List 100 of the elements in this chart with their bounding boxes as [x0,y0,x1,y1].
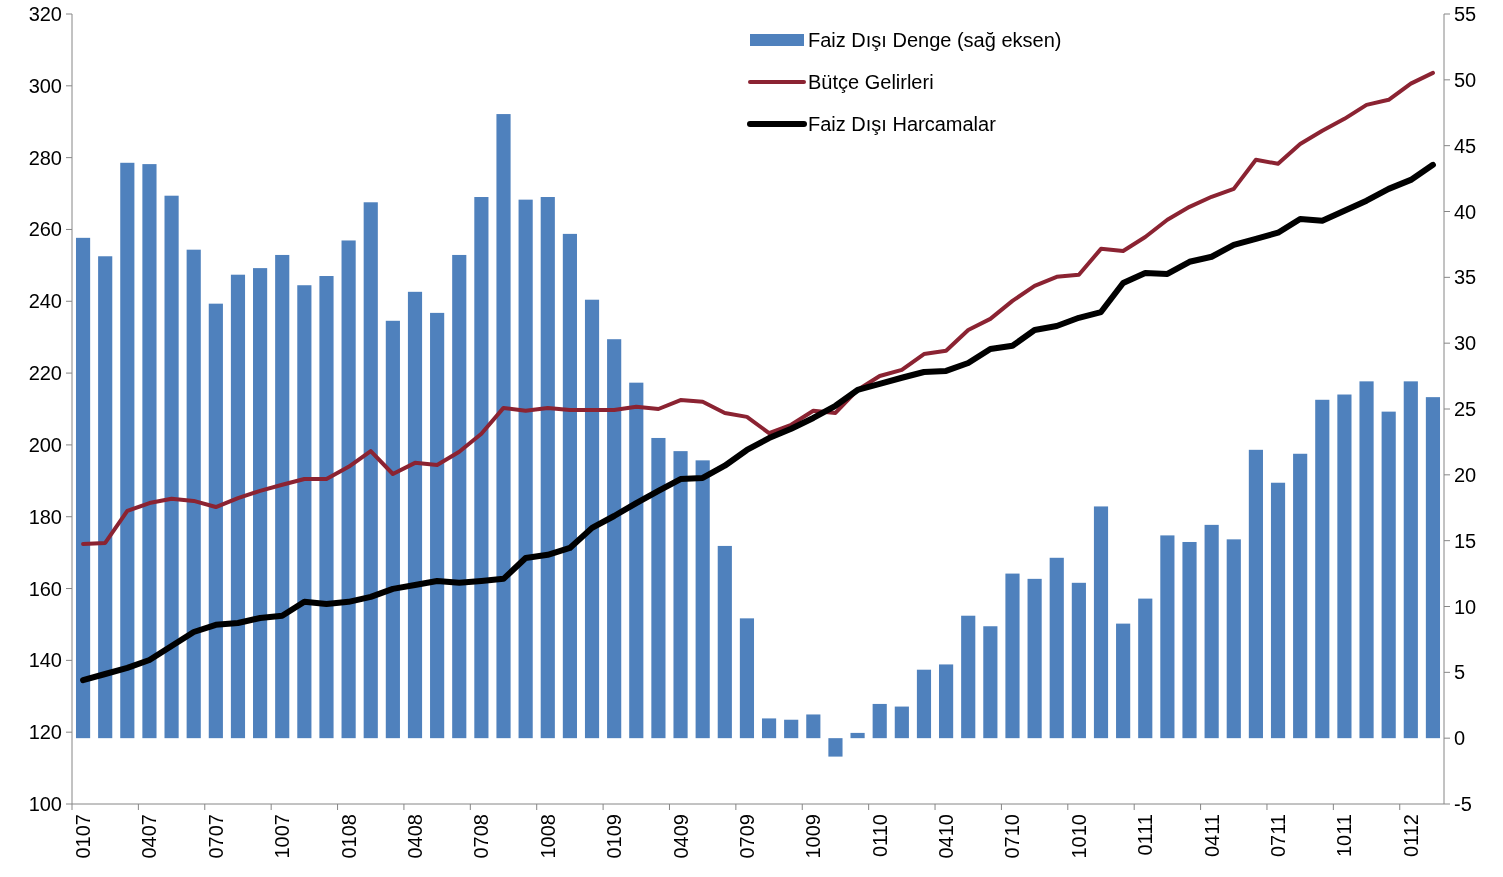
x-tick-label: 0409 [669,814,692,859]
legend-label: Faiz Dışı Denge (sağ eksen) [808,29,1062,51]
bar [496,114,511,739]
bar [1204,524,1219,739]
y2-tick-label: 55 [1454,3,1477,25]
bar [1293,453,1308,739]
bar [739,618,755,739]
y2-tick-label: 40 [1454,200,1477,223]
x-tick-label: 0108 [337,814,360,859]
y-tick-label: 100 [28,793,62,815]
y2-tick-label: 10 [1454,595,1477,618]
y2-tick-label: 20 [1454,463,1477,486]
y2-tick-label: 50 [1454,68,1477,91]
bar [983,626,998,739]
y2-tick-label: 30 [1454,332,1477,355]
y2-tick-label: 45 [1454,134,1477,157]
bar [961,615,976,739]
bar [916,669,932,739]
bar [894,706,909,739]
x-tick-label: 0407 [138,814,161,859]
bar [1403,381,1418,739]
bar [540,197,555,739]
bar [430,312,445,739]
bar [341,240,356,739]
bar [1337,394,1352,739]
bar [385,320,400,739]
bar [872,703,887,739]
bar [1381,411,1396,739]
bar [629,382,644,739]
x-tick-label: 0107 [72,814,95,859]
y-tick-label: 240 [28,290,62,313]
bar [1182,541,1197,739]
bar [806,714,821,739]
x-tick-label: 1010 [1067,814,1090,859]
x-tick-label: 0111 [1134,814,1157,856]
bar [1093,506,1109,739]
y-tick-label: 140 [28,649,62,672]
x-tick-label: 1009 [802,814,825,859]
x-tick-label: 0710 [1001,814,1024,859]
bar [518,199,533,739]
bar [607,339,622,739]
y2-tick-label: 0 [1454,727,1466,750]
bar [142,164,157,739]
y2-tick-label: 35 [1454,266,1477,289]
x-tick-label: 0711 [1267,814,1290,858]
x-tick-label: 0110 [868,814,891,858]
bar [562,233,577,739]
x-tick-label: 0411 [1200,814,1223,858]
y2-tick-label: 15 [1454,529,1477,552]
bar [673,451,688,739]
bar [1116,623,1131,739]
y2-tick-label: 25 [1454,398,1477,420]
bar [850,732,865,739]
bar [717,545,732,739]
x-tick-label: 0709 [735,814,758,859]
bar [1248,449,1263,739]
x-tick-label: 0109 [603,814,626,859]
bar [584,299,600,739]
x-tick-label: 0707 [204,814,227,859]
y-tick-label: 160 [28,577,62,600]
bar [1425,397,1441,739]
y-tick-label: 320 [28,3,62,25]
bar [1005,573,1020,739]
x-tick-label: 0410 [935,814,958,859]
bar [761,718,777,739]
bar [695,460,710,739]
bar [230,274,246,739]
legend-label: Faiz Dışı Harcamalar [808,113,997,135]
y-tick-label: 260 [28,218,62,241]
bar [1027,578,1042,739]
y2-tick-label: -5 [1454,793,1472,815]
bar [784,719,799,739]
x-tick-label: 0408 [404,814,426,859]
line-series [81,70,1435,547]
bar [1270,482,1286,739]
bar [1226,539,1241,739]
y-tick-label: 200 [28,433,62,456]
y-tick-label: 180 [28,505,62,528]
bar [275,254,290,739]
bar [319,276,334,739]
x-tick-label: 0708 [470,814,493,859]
bar [828,738,843,757]
bar [474,197,489,739]
bar [1138,598,1153,739]
bar [208,303,223,739]
y-tick-label: 280 [28,146,62,169]
bar [1071,582,1086,739]
bar [186,249,201,739]
y-tick-label: 220 [28,362,62,385]
bar [120,162,135,739]
x-tick-label: 1007 [271,814,294,859]
bar [1359,381,1374,739]
x-tick-label: 1011 [1333,814,1356,858]
y2-tick-label: 5 [1454,661,1466,684]
bar [939,664,954,739]
x-tick-label: 0112 [1399,814,1422,858]
x-tick-label: 1008 [536,814,559,859]
bar [1049,557,1064,739]
bar [407,291,423,739]
bar [1160,535,1175,739]
